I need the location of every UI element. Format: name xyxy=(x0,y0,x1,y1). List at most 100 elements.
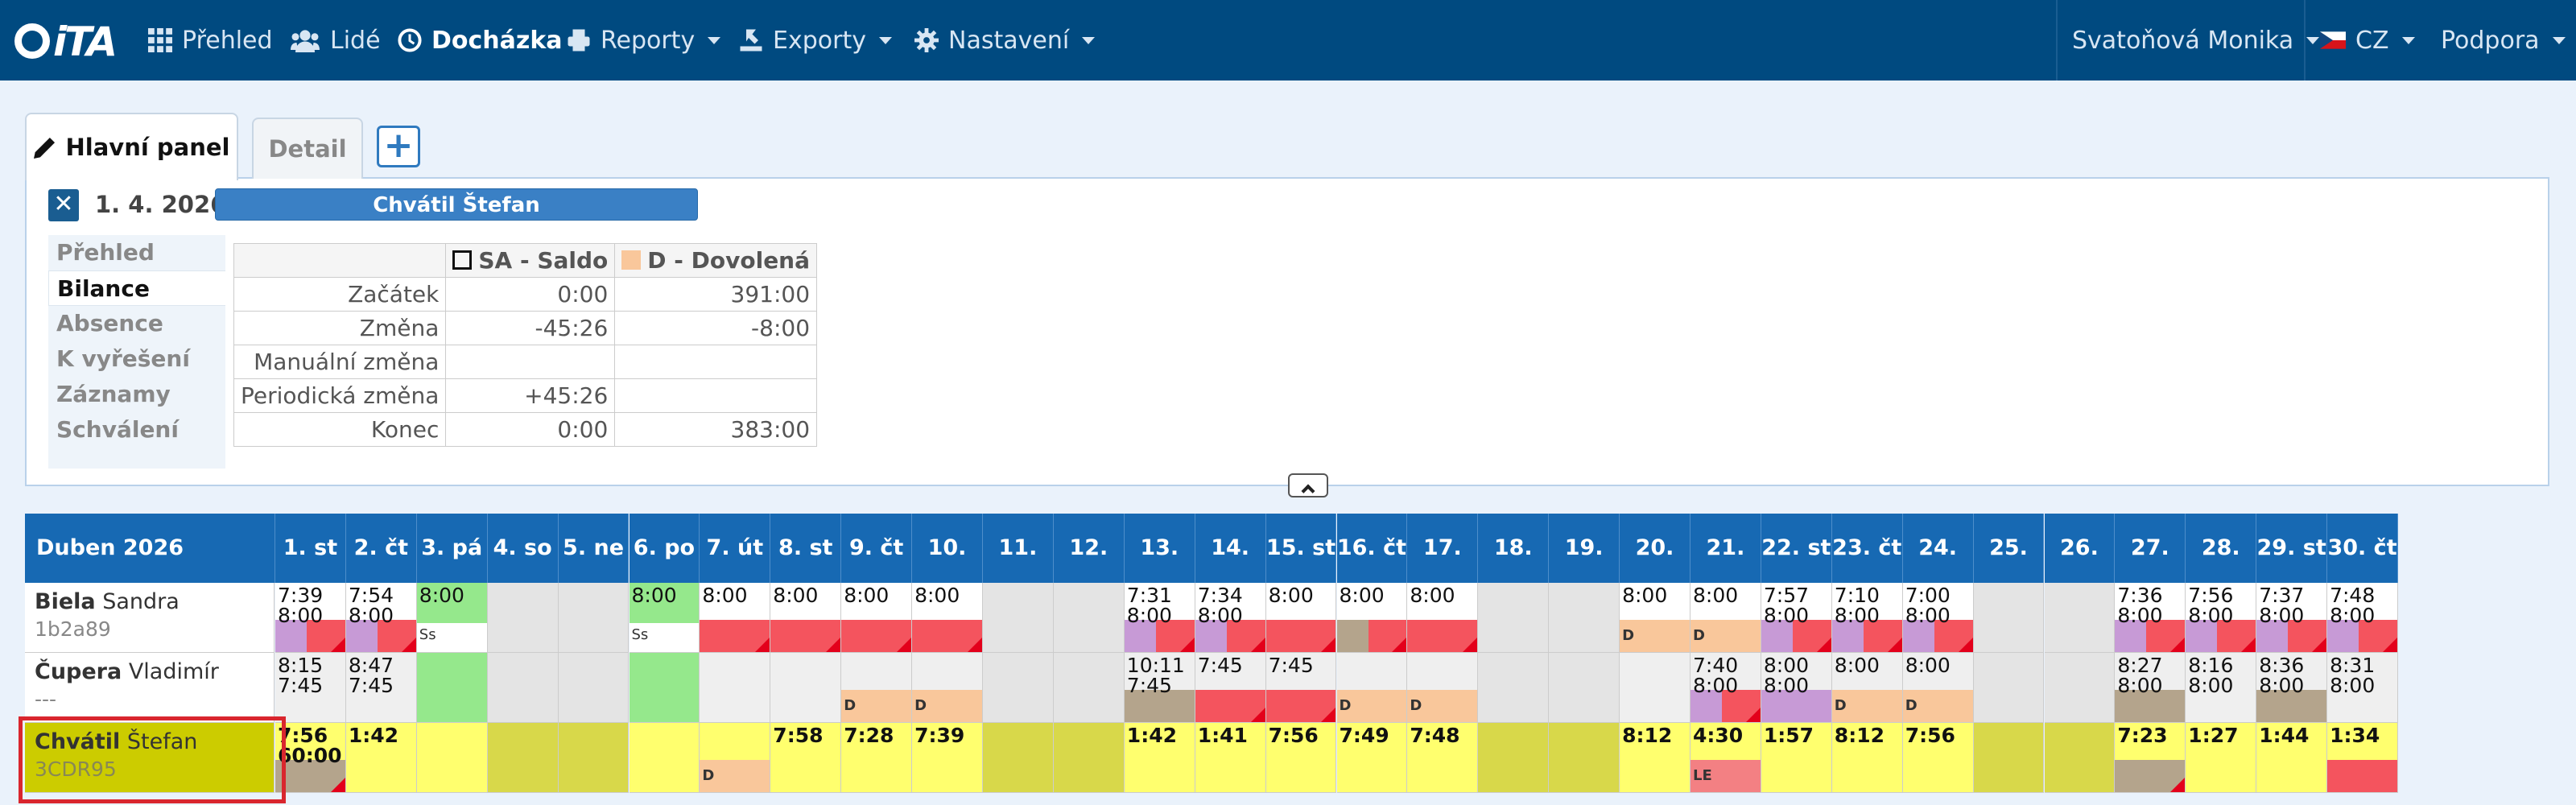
day-cell[interactable] xyxy=(1478,723,1550,793)
day-header[interactable]: 12. ne xyxy=(1053,514,1125,630)
menu-zaznamy[interactable]: Záznamy xyxy=(56,381,171,407)
day-cell[interactable] xyxy=(1973,653,2045,723)
day-cell[interactable]: 1:34 xyxy=(2327,723,2398,793)
day-cell[interactable]: 8:00 xyxy=(841,583,913,653)
employee-name-cell[interactable]: Chvátil Štefan 3CDR95 xyxy=(25,723,275,793)
day-cell[interactable]: 8:27 8:00 xyxy=(2115,653,2186,723)
day-cell[interactable]: 7:39 xyxy=(912,723,983,793)
day-header[interactable]: 23. čt xyxy=(1831,514,1903,583)
collapse-panel-button[interactable] xyxy=(1288,473,1328,498)
day-cell[interactable]: 7:36 8:00 xyxy=(2115,583,2186,653)
day-cell[interactable]: D 8:00 xyxy=(1902,653,1974,723)
day-cell[interactable] xyxy=(770,653,842,723)
day-cell[interactable]: D 8:00 xyxy=(1620,583,1690,653)
day-cell[interactable] xyxy=(983,723,1054,793)
day-cell[interactable]: 8:00 8:00 xyxy=(1761,653,1832,723)
day-header[interactable]: 25. so xyxy=(1973,514,2045,630)
day-cell[interactable] xyxy=(558,723,630,793)
day-cell[interactable] xyxy=(416,653,488,723)
tab-hlavni-panel[interactable]: Hlavní panel xyxy=(25,113,238,180)
day-cell[interactable]: D 8:00 xyxy=(1831,653,1903,723)
day-cell[interactable]: 7:57 8:00 xyxy=(1761,583,1832,653)
day-cell[interactable]: 7:23 xyxy=(2115,723,2186,793)
day-header[interactable]: 17. pá xyxy=(1407,514,1479,630)
tab-detail[interactable]: Detail xyxy=(252,118,363,179)
day-header[interactable]: 14. út xyxy=(1195,514,1266,630)
day-cell[interactable] xyxy=(1053,653,1125,723)
menu-prehled[interactable]: Přehled xyxy=(56,239,155,266)
day-header[interactable]: 13. po xyxy=(1124,514,1195,630)
day-cell[interactable]: 8:00 xyxy=(770,583,842,653)
day-cell[interactable]: 7:10 8:00 xyxy=(1831,583,1903,653)
day-cell[interactable]: D 8:00 xyxy=(1690,583,1761,653)
day-header[interactable]: 7. út xyxy=(700,514,771,583)
day-cell[interactable]: 8:00 xyxy=(1265,583,1337,653)
day-cell[interactable]: 8:00 xyxy=(1336,583,1408,653)
day-cell[interactable]: 7:56 xyxy=(1265,723,1337,793)
day-cell[interactable] xyxy=(1549,653,1620,723)
close-button[interactable]: ✕ xyxy=(48,189,79,221)
day-cell[interactable]: 7:48 8:00 xyxy=(2327,583,2398,653)
day-header[interactable]: 2. čt xyxy=(345,514,417,583)
day-header[interactable]: 6. po xyxy=(629,514,700,583)
day-cell[interactable] xyxy=(558,653,630,723)
day-cell[interactable]: 7:37 8:00 xyxy=(2256,583,2328,653)
menu-bilance[interactable]: Bilance xyxy=(48,270,225,306)
nav-prehled[interactable]: Přehled xyxy=(148,0,273,80)
user-menu[interactable]: Svatoňová Monika xyxy=(2072,0,2320,80)
day-cell[interactable]: D xyxy=(1336,653,1408,723)
ita-logo[interactable]: iTA xyxy=(14,21,127,63)
employee-name-cell[interactable]: Biela Sandra 1b2a89 xyxy=(25,583,275,653)
menu-k-vyreseni[interactable]: K vyřešení xyxy=(56,345,190,372)
day-cell[interactable]: 7:49 xyxy=(1336,723,1408,793)
day-cell[interactable]: D xyxy=(700,723,771,793)
day-cell[interactable]: 1:42 xyxy=(1124,723,1195,793)
day-header[interactable]: 4. so xyxy=(487,514,559,583)
day-cell[interactable]: LE 4:30 xyxy=(1690,723,1761,793)
day-cell[interactable]: 8:31 8:00 xyxy=(2327,653,2398,723)
day-cell[interactable]: 7:48 xyxy=(1407,723,1479,793)
day-header[interactable]: 8. st xyxy=(770,514,842,583)
day-header[interactable]: 18. so xyxy=(1478,514,1550,630)
day-cell[interactable]: 1:57 xyxy=(1761,723,1832,793)
day-cell[interactable]: 7:54 8:00 xyxy=(345,583,417,653)
day-cell[interactable] xyxy=(487,723,559,793)
nav-lide[interactable]: Lidé xyxy=(290,0,381,80)
day-cell[interactable]: 7:58 xyxy=(770,723,842,793)
day-cell[interactable]: 1:41 xyxy=(1195,723,1266,793)
day-cell[interactable] xyxy=(983,583,1054,653)
day-cell[interactable]: 8:36 8:00 xyxy=(2256,653,2328,723)
nav-nastaveni[interactable]: Nastavení xyxy=(914,0,1096,80)
day-header[interactable]: 10. pá xyxy=(912,514,983,630)
day-cell[interactable] xyxy=(1549,583,1620,653)
day-cell[interactable] xyxy=(416,723,488,793)
day-cell[interactable] xyxy=(487,653,559,723)
day-header[interactable]: 15. st xyxy=(1265,514,1337,583)
day-cell[interactable]: 7:00 8:00 xyxy=(1902,583,1974,653)
day-header[interactable]: 26. ne xyxy=(2044,514,2116,630)
day-cell[interactable]: 7:45 xyxy=(1265,653,1337,723)
day-header[interactable]: 5. ne xyxy=(558,514,630,583)
person-name-bar[interactable]: Chvátil Štefan xyxy=(215,188,698,221)
day-cell[interactable]: 7:40 8:00 xyxy=(1690,653,1761,723)
day-cell[interactable] xyxy=(983,653,1054,723)
day-cell[interactable] xyxy=(558,583,630,653)
day-header[interactable]: 24. pá xyxy=(1902,514,1974,630)
employee-name-cell[interactable]: Čupera Vladimír --- xyxy=(25,653,275,723)
day-header[interactable]: 28. út xyxy=(2186,514,2257,630)
language-menu[interactable]: CZ xyxy=(2320,0,2415,80)
day-cell[interactable]: 7:34 8:00 xyxy=(1195,583,1266,653)
day-header[interactable]: 27. po xyxy=(2115,514,2186,630)
day-cell[interactable] xyxy=(1053,723,1125,793)
day-cell[interactable] xyxy=(2044,723,2116,793)
add-tab-button[interactable]: + xyxy=(377,126,420,167)
support-menu[interactable]: Podpora xyxy=(2441,0,2566,80)
nav-dochazka[interactable]: Docházka xyxy=(398,0,563,80)
day-cell[interactable]: D xyxy=(1407,653,1479,723)
day-cell[interactable]: 7:28 xyxy=(841,723,913,793)
day-cell[interactable]: 7:56 xyxy=(1902,723,1974,793)
day-cell[interactable]: D xyxy=(841,653,913,723)
day-cell[interactable] xyxy=(1478,653,1550,723)
day-cell[interactable]: 1:44 xyxy=(2256,723,2328,793)
day-header[interactable]: 3. pá xyxy=(416,514,488,583)
